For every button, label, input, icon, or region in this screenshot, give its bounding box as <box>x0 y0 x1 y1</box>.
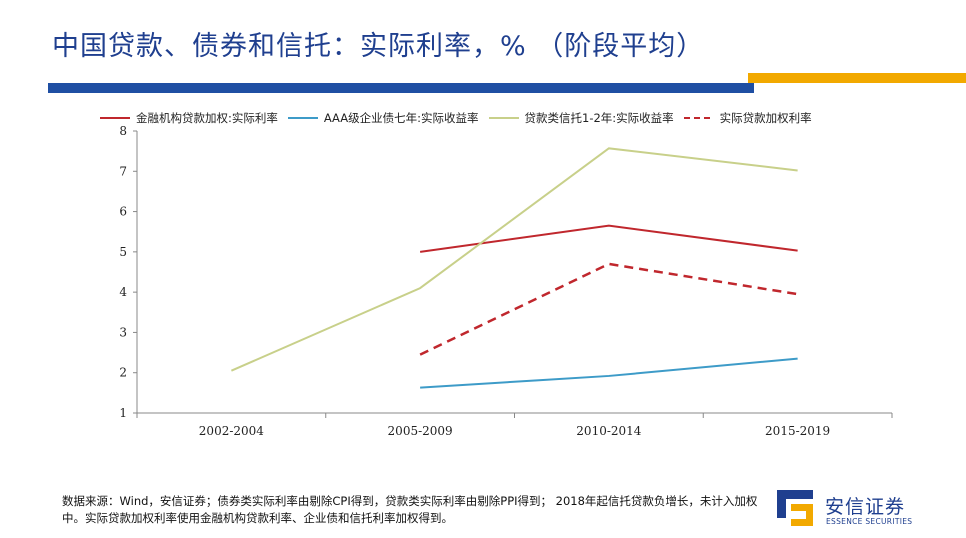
y-tick-label: 1 <box>119 406 127 420</box>
x-tick-label: 2010-2014 <box>576 424 641 438</box>
legend-label: 贷款类信托1-2年:实际收益率 <box>524 111 674 125</box>
series-line-1 <box>419 224 798 253</box>
y-tick-label: 3 <box>119 325 127 339</box>
y-tick-label: 8 <box>119 124 127 138</box>
legend-item-4: 实际贷款加权利率 <box>682 110 812 126</box>
legend-item-3: 贷款类信托1-2年:实际收益率 <box>487 110 674 126</box>
y-tick-label: 6 <box>119 205 127 219</box>
x-tick-label: 2005-2009 <box>388 424 453 438</box>
legend-label: AAA级企业债七年:实际收益率 <box>323 111 479 125</box>
series-line-2 <box>420 357 798 389</box>
legend-swatch <box>287 117 318 119</box>
slide-title: 中国贷款、债券和信托：实际利率，% （阶段平均） <box>52 31 705 62</box>
line-chart: 1 2 3 4 5 6 7 8 2002-2004 2005-2009 2010-2014 2015-… <box>119 124 893 438</box>
legend-item-2: AAA级企业债七年:实际收益率 <box>286 110 479 126</box>
series-line-3 <box>230 147 798 372</box>
y-tick-label: 4 <box>119 285 127 299</box>
legend-item-1: 金融机构贷款加权:实际利率 <box>98 110 278 126</box>
y-tick-label: 7 <box>119 164 127 178</box>
logo-english-name: ESSENCE SECURITIES <box>826 517 913 526</box>
logo-mark-gold-shape <box>791 504 813 526</box>
legend-swatch <box>100 117 130 119</box>
x-tick-label: 2015-2019 <box>765 424 830 438</box>
x-tick-label: 2002-2004 <box>199 424 264 438</box>
series-line-4 <box>419 262 798 356</box>
y-tick-label: 5 <box>119 245 127 259</box>
source-footnote: 数据来源：Wind，安信证券；债券类实际利率由剔除CPI得到，贷款类实际利率由剔… <box>62 494 758 525</box>
essence-securities-logo-icon <box>777 490 813 526</box>
y-tick-label: 2 <box>119 366 127 380</box>
accent-gold-bar <box>748 73 966 83</box>
logo-mark-blue-shape <box>777 490 813 518</box>
legend-swatch <box>488 117 519 119</box>
chart-legend: 金融机构贷款加权:实际利率 AAA级企业债七年:实际收益率 贷款类信托1-2年:实际… <box>98 109 820 127</box>
legend-label: 实际贷款加权利率 <box>719 111 812 125</box>
legend-swatch <box>683 117 714 119</box>
logo-name: 安信证券 <box>825 496 906 518</box>
title-underline-bar <box>48 83 754 93</box>
legend-label: 金融机构贷款加权:实际利率 <box>136 111 278 125</box>
